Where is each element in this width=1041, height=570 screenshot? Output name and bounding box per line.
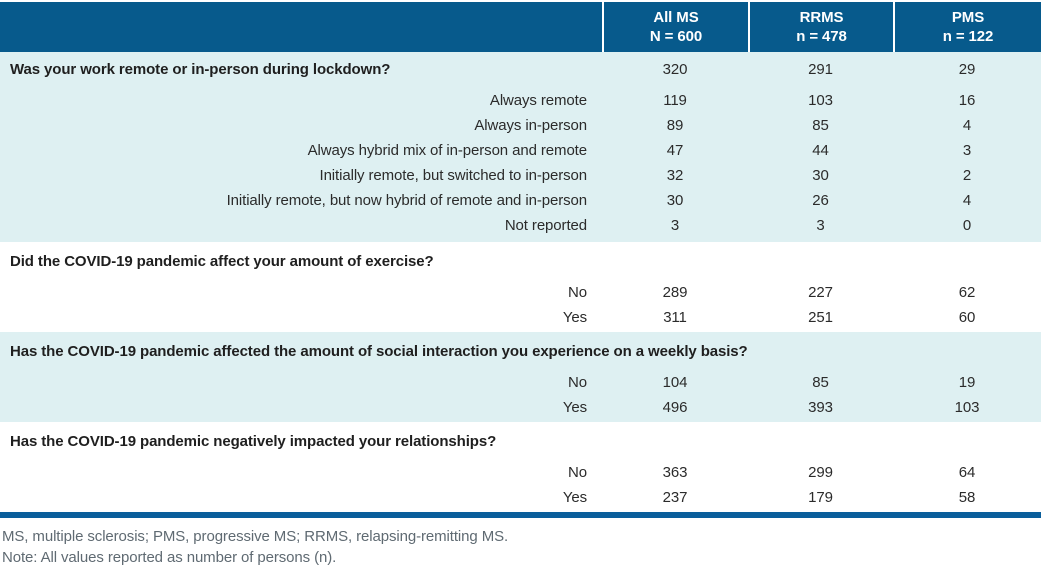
row-value: 3 xyxy=(670,217,680,234)
row-label: Initially remote, but now hybrid of remo… xyxy=(226,192,588,209)
table-row: Yes 311 251 60 xyxy=(0,305,1041,330)
row-label: No xyxy=(568,374,587,391)
row-value: 3 xyxy=(816,217,825,234)
footnotes: MS, multiple sclerosis; PMS, progressive… xyxy=(0,526,1041,568)
table-row: Yes 496 393 103 xyxy=(0,395,1041,420)
question-text: Has the COVID-19 pandemic affected the a… xyxy=(10,342,748,360)
table-body: Was your work remote or in-person during… xyxy=(0,52,1041,512)
row-value: 58 xyxy=(958,489,976,506)
section-3: Has the COVID-19 pandemic negatively imp… xyxy=(0,422,1041,512)
row-value: 103 xyxy=(808,92,833,109)
footnote-abbreviations: MS, multiple sclerosis; PMS, progressive… xyxy=(2,528,509,545)
row-label: Yes xyxy=(562,489,587,506)
row-value: 299 xyxy=(808,464,833,481)
question-row: Has the COVID-19 pandemic negatively imp… xyxy=(0,427,1041,455)
row-label: Initially remote, but switched to in-per… xyxy=(319,167,588,184)
row-value: 179 xyxy=(808,489,833,506)
column-header-all-ms-label: All MS xyxy=(653,9,699,26)
row-value: 26 xyxy=(812,192,829,209)
table-row: No 104 85 19 xyxy=(0,370,1041,395)
column-header-rrms: RRMS n = 478 xyxy=(748,2,893,52)
question-value: 320 xyxy=(662,60,688,78)
row-label: Yes xyxy=(562,309,587,326)
table-row: Always in-person 89 85 4 xyxy=(0,113,1041,138)
row-value: 311 xyxy=(663,309,687,326)
row-value: 62 xyxy=(958,284,976,301)
row-value: 3 xyxy=(962,142,972,159)
row-value: 85 xyxy=(812,374,829,391)
row-label: No xyxy=(568,464,587,481)
column-header-pms-label: PMS xyxy=(951,9,985,26)
table-row: Initially remote, but switched to in-per… xyxy=(0,163,1041,188)
row-label: Always in-person xyxy=(474,117,587,134)
question-text: Was your work remote or in-person during… xyxy=(10,60,391,78)
column-header-pms: PMS n = 122 xyxy=(893,2,1041,52)
section-0: Was your work remote or in-person during… xyxy=(0,52,1041,242)
row-label: Not reported xyxy=(504,217,587,234)
row-value: 47 xyxy=(666,142,684,159)
row-value: 289 xyxy=(662,284,688,301)
row-label: Always remote xyxy=(489,92,587,109)
question-row: Did the COVID-19 pandemic affect your am… xyxy=(0,247,1041,275)
table-row: Not reported 3 3 0 xyxy=(0,213,1041,238)
row-value: 4 xyxy=(962,192,972,209)
question-text: Did the COVID-19 pandemic affect your am… xyxy=(10,252,434,270)
column-header-pms-n: n = 122 xyxy=(942,28,994,45)
row-value: 32 xyxy=(666,167,684,184)
section-1: Did the COVID-19 pandemic affect your am… xyxy=(0,242,1041,332)
row-label: Always hybrid mix of in-person and remot… xyxy=(307,142,587,159)
header-spacer-cell xyxy=(0,2,602,52)
row-value: 237 xyxy=(662,489,688,506)
row-value: 496 xyxy=(662,399,688,416)
column-header-all-ms: All MS N = 600 xyxy=(602,2,748,52)
row-value: 393 xyxy=(808,399,833,416)
row-label: No xyxy=(568,284,587,301)
row-value: 16 xyxy=(958,92,976,109)
table-row: Always hybrid mix of in-person and remot… xyxy=(0,138,1041,163)
row-value: 19 xyxy=(958,374,976,391)
row-value: 44 xyxy=(812,142,829,159)
row-value: 251 xyxy=(808,309,833,326)
row-value: 2 xyxy=(962,167,972,184)
row-value: 0 xyxy=(962,217,972,234)
table-header-row: All MS N = 600 RRMS n = 478 PMS n = 122 xyxy=(0,2,1041,52)
table-row: Yes 237 179 58 xyxy=(0,485,1041,510)
row-value: 64 xyxy=(958,464,976,481)
column-header-rrms-label: RRMS xyxy=(799,9,844,26)
row-value: 104 xyxy=(662,374,688,391)
question-value: 29 xyxy=(958,60,976,78)
bottom-rule xyxy=(0,512,1041,518)
table-row: Initially remote, but now hybrid of remo… xyxy=(0,188,1041,213)
table-row: No 289 227 62 xyxy=(0,280,1041,305)
question-value: 291 xyxy=(808,60,833,78)
section-2: Has the COVID-19 pandemic affected the a… xyxy=(0,332,1041,422)
column-header-rrms-n: n = 478 xyxy=(796,28,847,45)
question-row: Was your work remote or in-person during… xyxy=(0,55,1041,83)
row-value: 85 xyxy=(812,117,829,134)
question-text: Has the COVID-19 pandemic negatively imp… xyxy=(10,432,497,450)
row-value: 103 xyxy=(954,399,980,416)
row-value: 89 xyxy=(666,117,684,134)
row-value: 227 xyxy=(808,284,833,301)
row-label: Yes xyxy=(562,399,587,416)
row-value: 4 xyxy=(962,117,972,134)
row-value: 119 xyxy=(663,92,687,109)
row-value: 60 xyxy=(958,309,976,326)
column-header-all-ms-n: N = 600 xyxy=(649,28,703,45)
question-row: Has the COVID-19 pandemic affected the a… xyxy=(0,337,1041,365)
row-value: 363 xyxy=(662,464,688,481)
row-value: 30 xyxy=(666,192,684,209)
table-row: Always remote 119 103 16 xyxy=(0,88,1041,113)
row-value: 30 xyxy=(812,167,829,184)
footnote-note: Note: All values reported as number of p… xyxy=(2,549,337,566)
table-row: No 363 299 64 xyxy=(0,460,1041,485)
